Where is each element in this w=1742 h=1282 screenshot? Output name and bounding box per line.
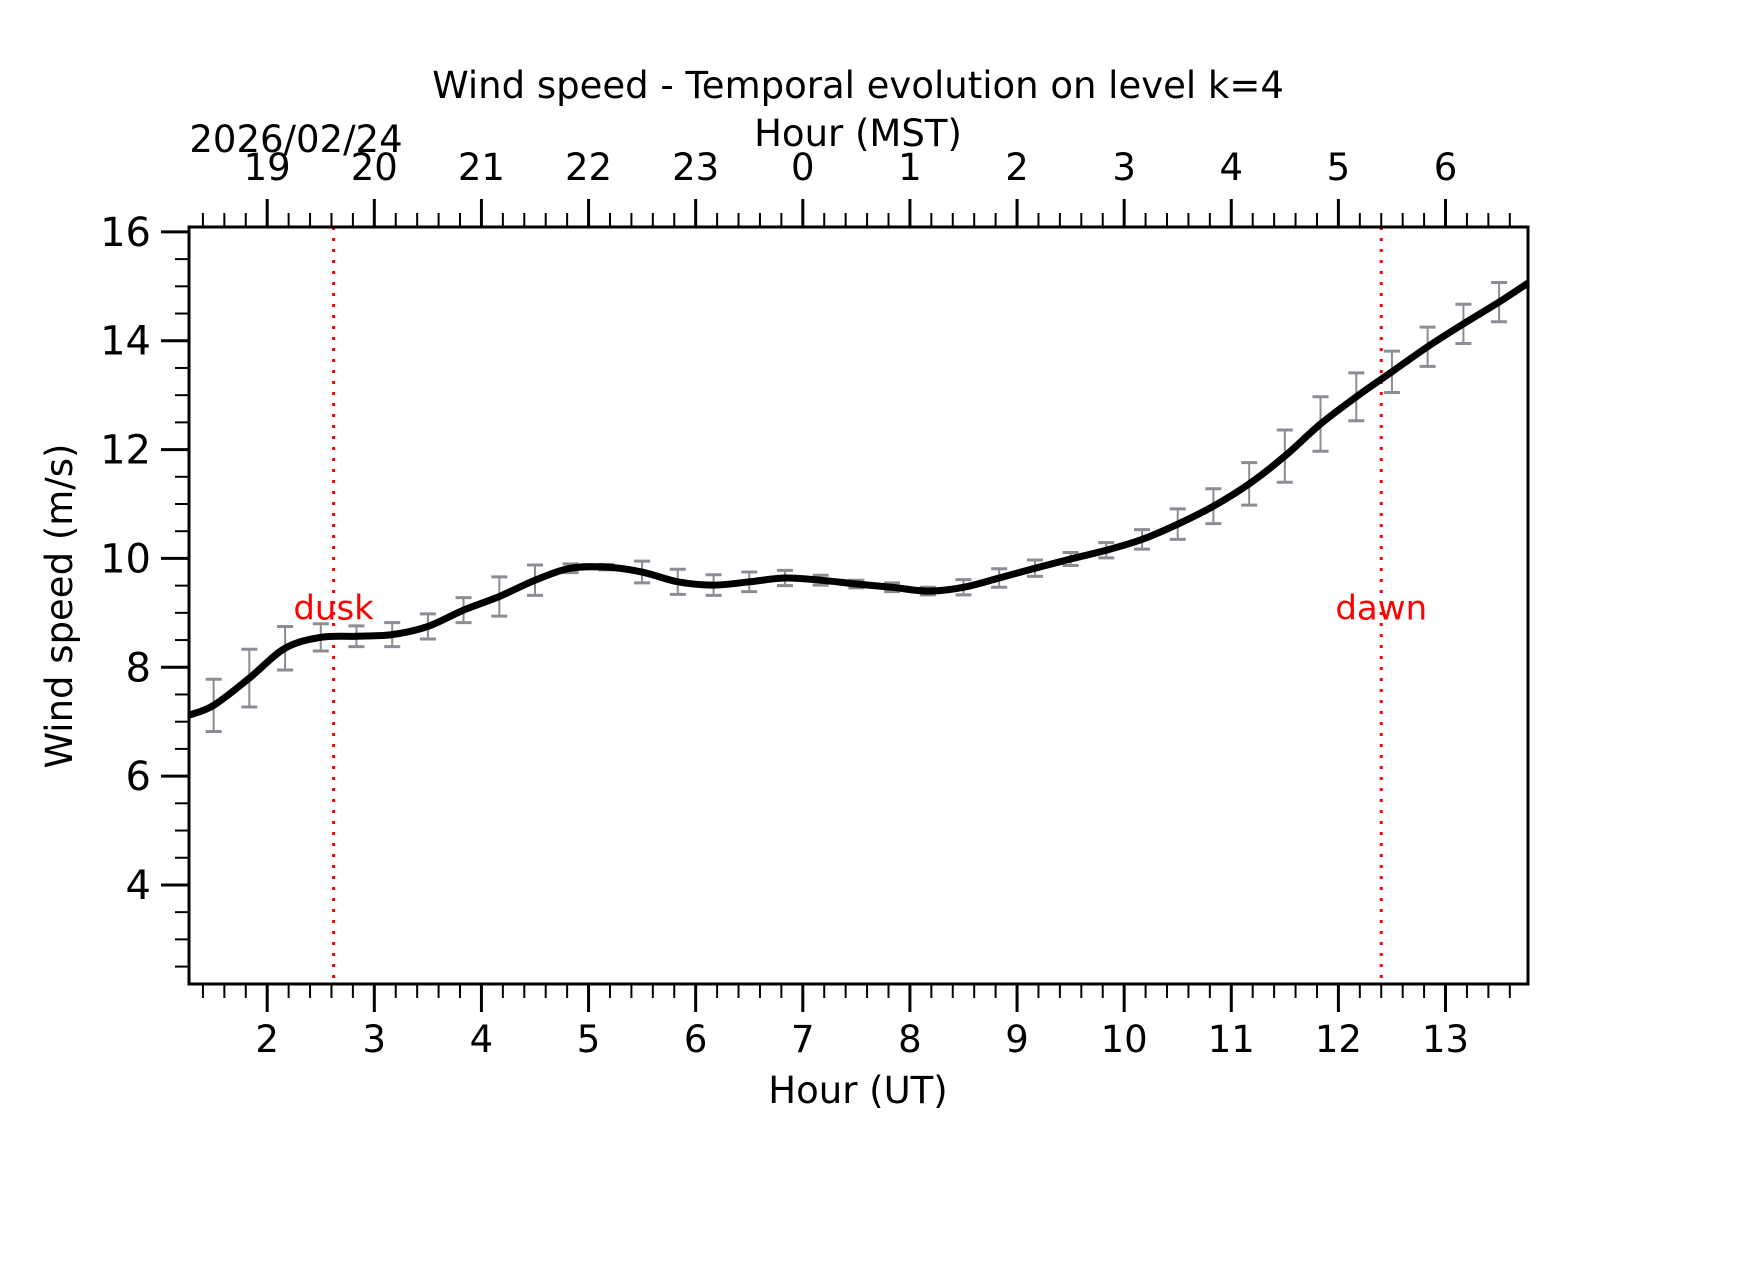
top-x-tick-label: 6 — [1434, 146, 1458, 189]
x-axis-label: Hour (UT) — [768, 1069, 947, 1112]
y-tick-label: 4 — [126, 863, 151, 909]
y-tick-label: 16 — [100, 210, 151, 256]
plot-frame — [187, 225, 1530, 986]
top-x-tick-label: 20 — [351, 146, 398, 189]
top-x-tick-label: 22 — [565, 146, 612, 189]
y-tick-label: 10 — [100, 536, 151, 582]
date-label: 2026/02/24 — [189, 118, 402, 161]
top-x-tick-label: 23 — [672, 146, 719, 189]
y-axis-label: Wind speed (m/s) — [38, 444, 81, 769]
y-tick-label: 6 — [126, 754, 151, 800]
x-tick-label: 11 — [1208, 1018, 1255, 1061]
x-tick-label: 9 — [1005, 1018, 1029, 1061]
dusk-label: dusk — [293, 588, 374, 628]
top-x-tick-label: 1 — [898, 146, 922, 189]
x-tick-label: 12 — [1315, 1018, 1362, 1061]
y-tick-label: 14 — [100, 319, 151, 365]
x-tick-label: 3 — [363, 1018, 387, 1061]
top-x-tick-label: 3 — [1112, 146, 1136, 189]
error-bars — [205, 281, 1508, 733]
x-tick-label: 13 — [1422, 1018, 1469, 1061]
y-tick-label: 8 — [126, 645, 151, 691]
top-x-tick-label: 4 — [1220, 146, 1244, 189]
x-tick-label: 5 — [577, 1018, 601, 1061]
y-tick-label: 12 — [100, 428, 151, 474]
chart-title: Wind speed - Temporal evolution on level… — [432, 64, 1284, 107]
top-x-tick-label: 21 — [458, 146, 505, 189]
top-x-tick-label: 2 — [1005, 146, 1029, 189]
x-tick-label: 2 — [255, 1018, 279, 1061]
top-x-tick-label: 5 — [1327, 146, 1351, 189]
annotations-layer: dusk dawn — [293, 227, 1427, 984]
top-x-tick-label: 0 — [791, 146, 815, 189]
x-tick-label: 7 — [791, 1018, 815, 1061]
top-x-tick-label: 19 — [244, 146, 291, 189]
top-x-axis-label: Hour (MST) — [754, 112, 962, 155]
x-tick-label: 8 — [898, 1018, 922, 1061]
wind-speed-line — [187, 280, 1530, 719]
dawn-label: dawn — [1335, 588, 1427, 628]
series-layer — [187, 280, 1530, 719]
x-tick-label: 4 — [470, 1018, 494, 1061]
x-tick-label: 6 — [684, 1018, 708, 1061]
x-tick-label: 10 — [1101, 1018, 1148, 1061]
